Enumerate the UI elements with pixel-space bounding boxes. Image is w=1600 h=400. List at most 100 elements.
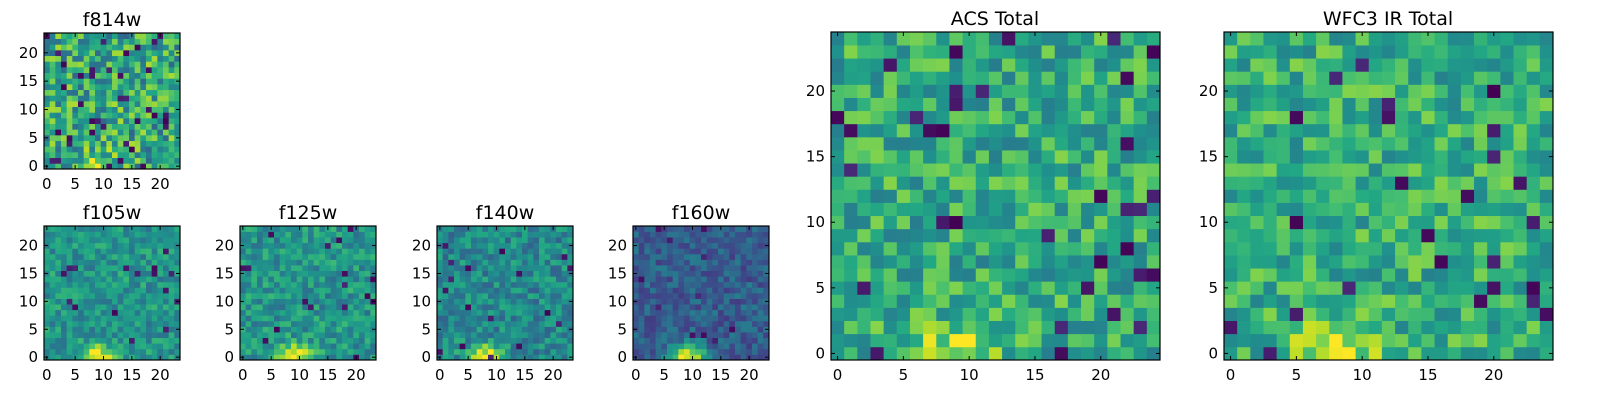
heatmap-cell xyxy=(1395,58,1409,72)
heatmap-cell xyxy=(370,237,377,244)
heatmap-cell xyxy=(1041,294,1056,308)
heatmap-cell xyxy=(550,281,557,288)
heatmap-cell xyxy=(561,259,568,266)
heatmap-cell xyxy=(72,337,79,344)
heatmap-cell xyxy=(962,32,977,46)
heatmap-cell xyxy=(49,84,56,91)
heatmap-cell xyxy=(89,265,96,272)
heatmap-cell xyxy=(325,242,332,249)
heatmap-cell xyxy=(1447,294,1462,308)
heatmap-cell xyxy=(72,343,79,350)
heatmap-cell xyxy=(296,242,303,249)
heatmap-cell xyxy=(949,150,963,164)
heatmap-cell xyxy=(168,248,175,255)
heatmap-cell xyxy=(95,326,102,333)
heatmap-cell xyxy=(1342,163,1356,177)
heatmap-cell xyxy=(1224,255,1238,269)
heatmap-cell xyxy=(729,287,736,294)
heatmap-cell xyxy=(740,287,747,294)
heatmap-cell xyxy=(83,123,90,130)
heatmap-cell xyxy=(638,293,645,299)
heatmap-cell xyxy=(437,343,444,350)
heatmap-cell xyxy=(499,242,506,249)
heatmap-cell xyxy=(539,332,546,339)
heatmap-cell xyxy=(163,55,170,62)
heatmap-cell xyxy=(66,270,73,277)
heatmap-cell xyxy=(695,320,702,327)
heatmap-cell xyxy=(1539,150,1554,164)
heatmap-cell xyxy=(870,333,884,348)
heatmap-cell xyxy=(123,281,130,288)
heatmap-cell xyxy=(667,343,674,350)
heatmap-cell xyxy=(49,152,56,159)
heatmap-cell xyxy=(527,337,534,344)
heatmap-cell xyxy=(274,270,281,277)
heatmap-cell xyxy=(106,343,113,350)
heatmap-cell xyxy=(49,112,56,119)
heatmap-cell xyxy=(78,343,85,350)
x-tick-label: 15 xyxy=(515,366,534,384)
heatmap-cell xyxy=(66,253,73,260)
heatmap-cell xyxy=(313,293,320,299)
heatmap-cell xyxy=(1487,45,1501,59)
heatmap-cell xyxy=(1107,71,1121,85)
heatmap-cell xyxy=(1395,241,1409,256)
heatmap-cell xyxy=(78,112,85,119)
heatmap-cell xyxy=(55,265,62,272)
heatmap-cell xyxy=(106,157,113,164)
heatmap-cell xyxy=(106,309,113,316)
heatmap-cell xyxy=(279,293,286,299)
heatmap-cell xyxy=(129,237,136,244)
heatmap-cell xyxy=(268,343,275,350)
heatmap-cell xyxy=(146,320,153,327)
heatmap-cell xyxy=(488,304,495,311)
heatmap-cell xyxy=(1474,45,1488,59)
heatmap-cell xyxy=(650,237,657,244)
heatmap-cell xyxy=(870,189,884,203)
heatmap-cell xyxy=(544,287,551,294)
heatmap-cell xyxy=(1316,346,1330,361)
heatmap-cell xyxy=(123,270,130,277)
heatmap-cell xyxy=(257,298,264,305)
heatmap-cell xyxy=(95,112,102,119)
heatmap-cell xyxy=(556,270,563,277)
heatmap-cell xyxy=(454,343,461,350)
heatmap-cell xyxy=(291,326,298,333)
heatmap-cell xyxy=(83,89,90,96)
heatmap-cell xyxy=(493,248,500,255)
x-tick-label: 5 xyxy=(1292,366,1302,384)
heatmap-cell xyxy=(1289,110,1304,125)
heatmap-cell xyxy=(476,298,483,305)
heatmap-cell xyxy=(1094,333,1108,348)
heatmap-cell xyxy=(151,33,158,40)
heatmap-cell xyxy=(544,326,551,333)
heatmap-cell xyxy=(1041,241,1056,256)
heatmap-cell xyxy=(1224,228,1238,243)
heatmap-cell xyxy=(55,72,62,79)
heatmap-cell xyxy=(561,309,568,316)
heatmap-cell xyxy=(163,89,170,96)
heatmap-cell xyxy=(923,294,937,308)
heatmap-cell xyxy=(140,163,147,170)
heatmap-cell xyxy=(633,343,640,350)
heatmap-cell xyxy=(83,157,90,164)
heatmap-cell xyxy=(1526,320,1541,335)
heatmap-cell xyxy=(936,307,950,321)
heatmap-cell xyxy=(476,287,483,294)
heatmap-cell xyxy=(1539,58,1554,72)
heatmap-cell xyxy=(1107,320,1121,335)
heatmap-cell xyxy=(364,315,371,322)
heatmap-cell xyxy=(539,309,546,316)
heatmap-cell xyxy=(740,226,747,232)
heatmap-cell xyxy=(1133,110,1148,125)
heatmap-cell xyxy=(364,281,371,288)
heatmap-cell xyxy=(752,242,759,249)
heatmap-cell xyxy=(437,237,444,244)
heatmap-cell xyxy=(544,320,551,327)
heatmap-cell xyxy=(112,67,119,74)
heatmap-cell xyxy=(262,281,269,288)
heatmap-cell xyxy=(157,237,164,244)
heatmap-cell xyxy=(735,265,742,272)
heatmap-cell xyxy=(174,123,181,130)
heatmap-cell xyxy=(1329,71,1343,85)
